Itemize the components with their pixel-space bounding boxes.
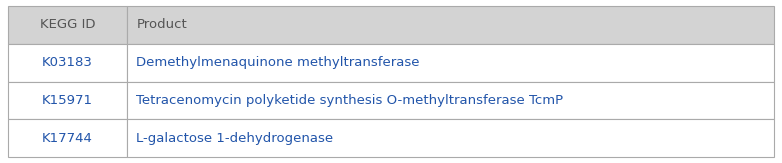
Text: K03183: K03183 — [42, 56, 93, 69]
Text: Tetracenomycin polyketide synthesis O-methyltransferase TcmP: Tetracenomycin polyketide synthesis O-me… — [136, 94, 564, 107]
Text: Demethylmenaquinone methyltransferase: Demethylmenaquinone methyltransferase — [136, 56, 420, 69]
Bar — [8, 82, 127, 119]
Text: KEGG ID: KEGG ID — [40, 18, 95, 31]
Bar — [8, 6, 127, 44]
Bar — [8, 119, 127, 157]
Text: L-galactose 1-dehydrogenase: L-galactose 1-dehydrogenase — [136, 132, 334, 145]
Bar — [127, 6, 774, 44]
Bar — [127, 82, 774, 119]
Text: Product: Product — [136, 18, 187, 31]
Bar — [127, 119, 774, 157]
Text: K15971: K15971 — [42, 94, 93, 107]
Text: K17744: K17744 — [42, 132, 93, 145]
Bar — [8, 44, 127, 82]
Bar — [127, 44, 774, 82]
